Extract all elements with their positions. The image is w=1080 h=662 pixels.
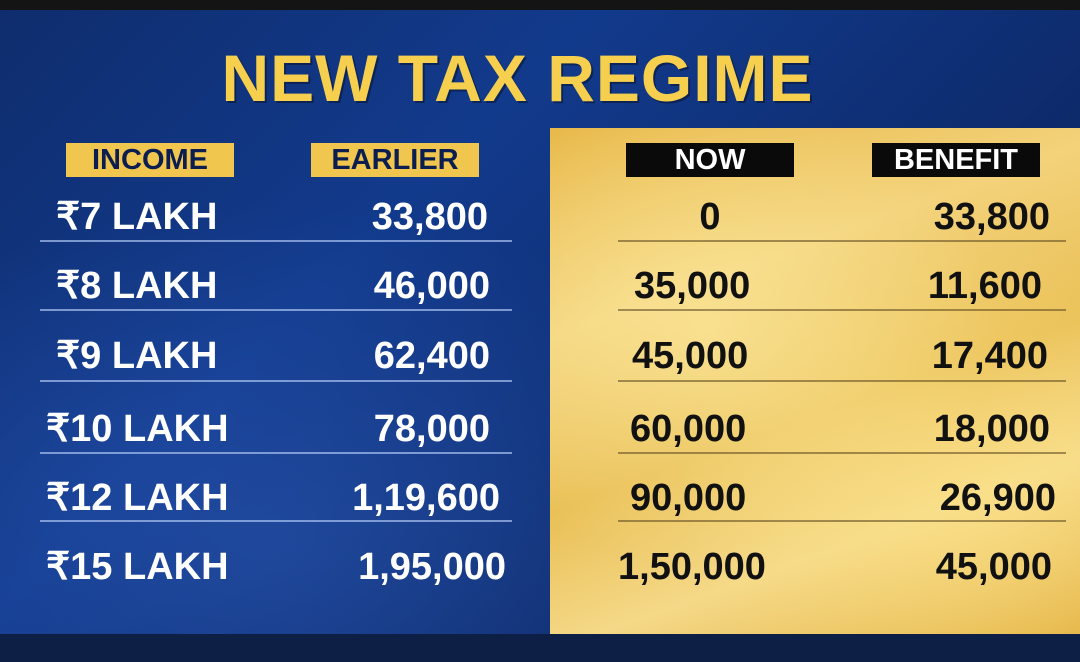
row-3-earlier: 62,400	[373, 335, 490, 377]
row-1-divider-left	[40, 240, 512, 242]
row-4-benefit: 18,000	[933, 408, 1050, 450]
header-now: NOW	[626, 143, 794, 177]
header-earlier: EARLIER	[311, 143, 479, 177]
row-4-divider-left	[40, 452, 512, 454]
row-6-benefit: 45,000	[935, 546, 1052, 588]
row-4-now: 60,000	[630, 408, 747, 450]
row-2-benefit: 11,600	[927, 265, 1042, 307]
row-3-benefit: 17,400	[931, 335, 1048, 377]
row-5-benefit: 26,900	[939, 477, 1056, 519]
row-5-divider-right	[618, 520, 1066, 522]
row-1-income: ₹7 LAKH	[56, 196, 218, 238]
row-4-income: ₹10 LAKH	[46, 408, 229, 450]
row-2-income: ₹8 LAKH	[56, 265, 218, 307]
row-1-earlier: 33,800	[371, 196, 488, 238]
row-5-earlier: 1,19,600	[352, 477, 500, 519]
row-5-income: ₹12 LAKH	[46, 477, 229, 519]
row-6-now: 1,50,000	[618, 546, 766, 588]
row-2-divider-left	[40, 309, 512, 311]
row-5-divider-left	[40, 520, 512, 522]
row-1-divider-right	[618, 240, 1066, 242]
row-3-now: 45,000	[632, 335, 749, 377]
row-2-divider-right	[618, 309, 1066, 311]
row-2-earlier: 46,000	[373, 265, 490, 307]
header-benefit: BENEFIT	[872, 143, 1040, 177]
page-title: NEW TAX REGIME	[221, 41, 814, 115]
row-4-earlier: 78,000	[373, 408, 490, 450]
row-2-now: 35,000	[634, 265, 751, 307]
row-1-benefit: 33,800	[933, 196, 1050, 238]
row-1-now: 0	[699, 196, 721, 238]
header-income: INCOME	[66, 143, 234, 177]
row-3-income: ₹9 LAKH	[56, 335, 218, 377]
row-6-earlier: 1,95,000	[358, 546, 506, 588]
row-6-income: ₹15 LAKH	[46, 546, 229, 588]
top-edge-bar	[0, 0, 1080, 10]
row-5-now: 90,000	[630, 477, 747, 519]
row-4-divider-right	[618, 452, 1066, 454]
row-3-divider-left	[40, 380, 512, 382]
bottom-edge-bar	[0, 634, 1080, 662]
row-3-divider-right	[618, 380, 1066, 382]
